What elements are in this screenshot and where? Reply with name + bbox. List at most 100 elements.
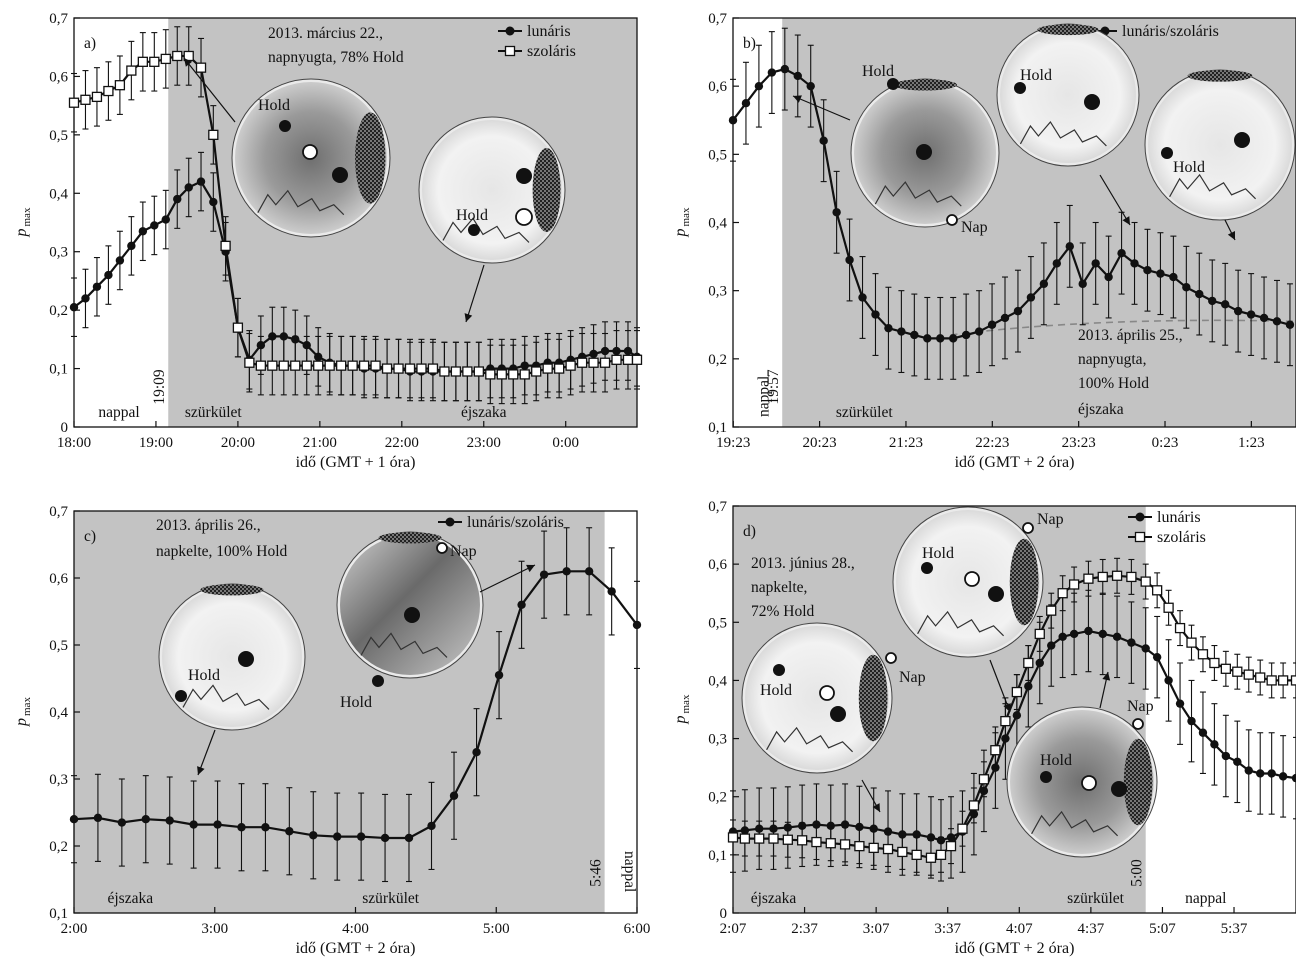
data-point (405, 834, 413, 842)
data-point (1164, 676, 1172, 684)
y-tick-label: 0,6 (708, 557, 727, 573)
data-point (540, 570, 548, 578)
y-tick-label: 0,2 (49, 303, 68, 319)
region-label: szürkület (185, 404, 243, 421)
data-point (1187, 717, 1195, 725)
data-point (1153, 586, 1162, 595)
data-point (768, 68, 776, 76)
celestial-marker (921, 562, 933, 574)
data-point (1141, 644, 1149, 652)
data-point (189, 820, 197, 828)
data-point (173, 51, 182, 60)
data-point (794, 72, 802, 80)
x-tick-label: 5:07 (1149, 921, 1176, 937)
data-point (1210, 658, 1219, 667)
data-point (532, 367, 541, 376)
celestial-marker (1040, 771, 1052, 783)
data-point (1070, 630, 1078, 638)
x-tick-label: 19:00 (139, 435, 173, 451)
data-point (1267, 676, 1276, 685)
data-point (302, 361, 311, 370)
annotation-line: 2013. június 28., (751, 555, 855, 572)
data-point (139, 227, 147, 235)
data-point (740, 834, 749, 843)
data-point (94, 814, 102, 822)
data-point (832, 208, 840, 216)
data-point (383, 364, 392, 373)
y-tick-label: 0,5 (708, 147, 727, 163)
celestial-marker (916, 144, 932, 160)
x-tick-label: 1:23 (1238, 435, 1265, 451)
data-point (166, 816, 174, 824)
data-point (991, 746, 1000, 755)
data-point (781, 65, 789, 73)
sun-mask-hatch (1010, 539, 1039, 625)
y-tick-label: 0,4 (708, 673, 727, 689)
data-point (1066, 242, 1074, 250)
data-point (926, 853, 935, 862)
region-label: nappal (621, 851, 638, 892)
celestial-marker (886, 653, 896, 663)
inset-label: Nap (450, 543, 477, 560)
sky-inset-disc (1148, 73, 1292, 217)
celestial-marker (1111, 781, 1127, 797)
celestial-marker (238, 651, 254, 667)
celestial-marker (332, 167, 348, 183)
data-point (1070, 580, 1079, 589)
boundary-time-text: 5:00 (1129, 859, 1146, 887)
sun-mask-hatch (1124, 739, 1153, 825)
x-tick-label: 21:23 (889, 435, 923, 451)
y-tick-label: 0,5 (49, 128, 68, 144)
data-point (555, 364, 564, 373)
y-tick-label: 0,1 (49, 362, 68, 378)
data-point (1104, 273, 1112, 281)
data-point (309, 831, 317, 839)
data-point (92, 92, 101, 101)
annotation-line: 2013. március 22., (268, 25, 383, 42)
data-point (142, 815, 150, 823)
data-point (279, 361, 288, 370)
celestial-marker (516, 168, 532, 184)
data-point (427, 822, 435, 830)
celestial-marker (773, 664, 785, 676)
data-point (1058, 589, 1067, 598)
data-point (898, 847, 907, 856)
data-point (1267, 769, 1275, 777)
data-point (1210, 740, 1218, 748)
data-point (962, 331, 970, 339)
data-point (1113, 571, 1122, 580)
data-point (314, 361, 323, 370)
data-point (337, 361, 346, 370)
data-point (1292, 676, 1296, 685)
data-point (1279, 772, 1287, 780)
inset-label: Hold (862, 63, 894, 80)
data-point (104, 271, 112, 279)
data-point (1024, 658, 1033, 667)
data-point (1024, 682, 1032, 690)
data-point (1001, 314, 1009, 322)
data-point (1195, 290, 1203, 298)
data-point (1058, 633, 1066, 641)
data-point (1233, 667, 1242, 676)
data-point (1244, 670, 1253, 679)
data-point (451, 367, 460, 376)
region-label: szürkület (1067, 890, 1125, 907)
data-point (1208, 297, 1216, 305)
celestial-marker (303, 145, 317, 159)
x-tick-label: 22:00 (385, 435, 419, 451)
sun-mask-hatch (355, 112, 385, 203)
region-label: nappal (98, 404, 139, 421)
data-point (871, 310, 879, 318)
legend-marker (1136, 533, 1145, 542)
data-point (566, 361, 575, 370)
x-tick-label: 5:37 (1221, 921, 1248, 937)
data-point (1113, 633, 1121, 641)
annotation-line: 72% Hold (751, 603, 815, 620)
data-point (884, 324, 892, 332)
celestial-marker (820, 686, 834, 700)
data-point (1040, 280, 1048, 288)
